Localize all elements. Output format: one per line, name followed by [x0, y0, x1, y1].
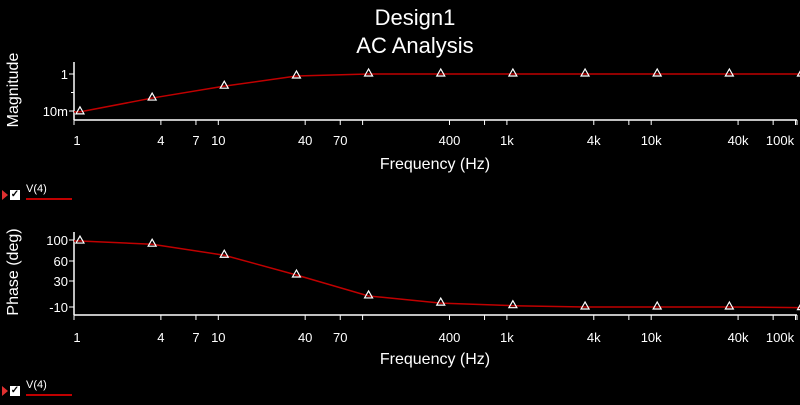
x-tick-label: 4k	[587, 330, 601, 345]
y-tick-label: 30	[54, 274, 68, 289]
series-line	[74, 73, 800, 113]
x-tick-label: 100k	[766, 330, 795, 345]
x-tick-label: 7	[192, 330, 199, 345]
y-axis-label: Phase (deg)	[5, 228, 22, 315]
series-line	[74, 240, 800, 309]
data-point-marker	[435, 296, 446, 306]
y-tick-label: 60	[54, 254, 68, 269]
x-axis-label: Frequency (Hz)	[380, 351, 490, 368]
legend-magnitude[interactable]: ✓ V(4)	[0, 183, 80, 203]
y-tick-label: -10	[49, 300, 68, 315]
trace-visible-checkbox[interactable]: ✓	[10, 189, 20, 200]
x-tick-label: 100k	[766, 133, 795, 148]
x-tick-label: 10	[211, 133, 225, 148]
x-tick-label: 40	[298, 330, 312, 345]
legend-line-swatch	[26, 394, 72, 396]
data-point-marker	[435, 67, 446, 77]
data-point-marker	[652, 300, 663, 310]
data-point-marker	[652, 67, 663, 77]
data-point-marker	[74, 105, 86, 115]
data-point-marker	[507, 67, 518, 77]
selected-trace-arrow-icon	[2, 190, 8, 200]
y-axis-label: Magnitude	[5, 53, 22, 128]
data-point-marker	[363, 289, 374, 299]
data-point-marker	[796, 303, 800, 311]
data-point-marker	[219, 249, 230, 258]
y-tick-label: 100	[46, 233, 68, 248]
x-tick-label: 40	[298, 133, 312, 148]
x-tick-label: 400	[439, 133, 461, 148]
legend-label: V(4)	[26, 183, 47, 195]
chart-subtitle: AC Analysis	[356, 33, 474, 58]
chart-title: Design1	[374, 5, 456, 30]
data-point-marker	[580, 67, 591, 77]
data-point-marker	[724, 300, 735, 310]
x-tick-label: 1	[73, 133, 80, 148]
data-point-marker	[724, 67, 735, 77]
x-tick-label: 40k	[728, 330, 749, 345]
data-point-marker	[74, 234, 86, 244]
x-tick-label: 4	[157, 133, 164, 148]
data-point-marker	[291, 268, 302, 278]
legend-phase[interactable]: ✓ V(4)	[0, 379, 80, 399]
magnitude-plot: 1 4 7 10 40 70 400 1k 4k 10k 40k 100k 10m 1 Frequency …	[5, 53, 800, 173]
data-point-marker	[580, 300, 591, 310]
x-tick-label: 400	[439, 330, 461, 345]
x-tick-label: 10k	[641, 133, 662, 148]
data-point-marker	[219, 79, 230, 89]
data-point-marker	[147, 237, 158, 247]
y-tick-label: 10m	[43, 104, 68, 119]
trace-visible-checkbox[interactable]: ✓	[10, 385, 20, 396]
x-tick-label: 4k	[587, 133, 601, 148]
x-tick-label: 40k	[728, 133, 749, 148]
x-tick-label: 1	[73, 330, 80, 345]
x-axis-label: Frequency (Hz)	[380, 156, 490, 173]
x-tick-label: 70	[333, 330, 347, 345]
x-tick-label: 10k	[641, 330, 662, 345]
x-tick-label: 70	[333, 133, 347, 148]
x-tick-label: 1k	[500, 133, 514, 148]
data-point-marker	[291, 69, 302, 79]
x-tick-label: 7	[192, 133, 199, 148]
legend-line-swatch	[26, 198, 72, 200]
phase-plot: 1 4 7 10 40 70 400 1k 4k 10k 40k 100k 100 60 30 -10 Freq…	[5, 228, 800, 368]
selected-trace-arrow-icon	[2, 386, 8, 396]
x-tick-label: 4	[157, 330, 164, 345]
y-tick-label: 1	[61, 67, 68, 82]
x-tick-label: 10	[211, 330, 225, 345]
legend-label: V(4)	[26, 379, 47, 391]
data-point-marker	[147, 91, 158, 101]
x-tick-label: 1k	[500, 330, 514, 345]
data-point-marker	[507, 299, 518, 309]
data-point-marker	[796, 70, 800, 77]
data-point-marker	[363, 67, 374, 77]
